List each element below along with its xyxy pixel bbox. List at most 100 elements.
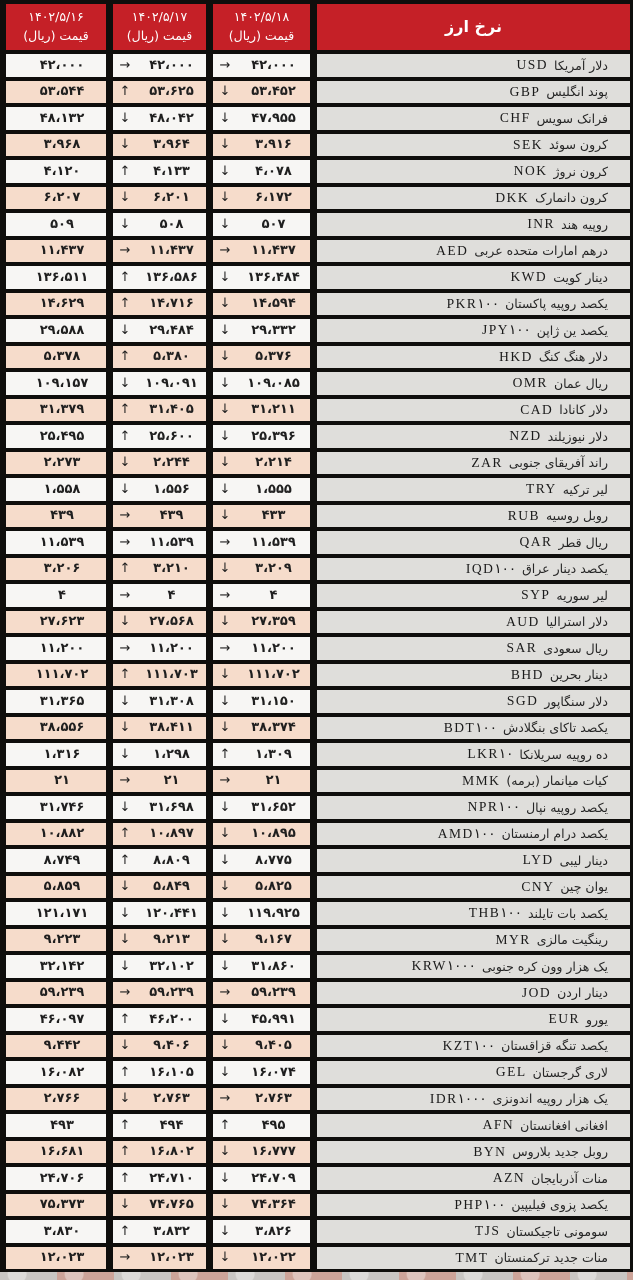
price-value: ۵۳،۴۵۲ [251,84,296,100]
price-cell-1402-5-18: ↓ ۵،۳۷۶ [213,345,310,368]
price-value: ۱۰۹،۱۵۷ [35,375,89,391]
price-value: ۲۷،۶۲۳ [39,614,85,630]
price-value: ۲۷،۵۶۸ [149,614,194,630]
price-cell-1402-5-17: ↓ ۱،۵۵۶ [113,478,206,501]
table-row: ۱۶،۰۸۲ ↑ ۱۶،۱۰۵ ↓ ۱۶،۰۷۴ GEL لاری گرجستا… [6,1061,630,1084]
price-cell-1402-5-18: ↓ ۸،۷۷۵ [213,849,310,872]
price-cell-1402-5-16: ۱۱،۵۳۹ [6,531,106,554]
trend-down-icon: ↓ [219,720,231,736]
trend-down-icon: ↓ [219,667,231,683]
price-value: ۱۲،۰۲۳ [39,1250,85,1266]
currency-code: HKD [499,348,533,364]
price-cell-1402-5-18: → ۱۱،۴۳۷ [213,239,310,262]
trend-up-icon: ↑ [219,746,231,762]
trend-up-icon: ↑ [119,428,131,444]
price-value: ۳۸،۵۵۶ [39,720,85,736]
price-value: ۱۱،۴۳۷ [149,243,194,259]
price-value: ۳،۲۰۹ [255,561,292,577]
currency-cell: AUD دلار استرالیا [317,610,630,633]
trend-up-icon: ↑ [119,269,131,285]
table-row: ۵،۸۵۹ ↓ ۵،۸۴۹ ↓ ۵،۸۲۵ CNY یوان چین [6,875,630,898]
trend-up-icon: ↑ [119,296,131,312]
currency-cell: SYP لیر سوریه [317,584,630,607]
currency-code: AZN [492,1170,526,1186]
trend-down-icon: ↓ [219,428,231,444]
price-value: ۴ [167,587,176,603]
trend-down-icon: ↓ [219,1064,231,1080]
price-cell-1402-5-18: → ۵۹،۲۳۹ [213,981,310,1004]
currency-cell: MYR رینگیت مالزی [317,928,630,951]
price-cell-1402-5-16: ۴۳۹ [6,504,106,527]
price-value: ۵،۳۸۰ [153,349,190,365]
price-cell-1402-5-16: ۵،۸۵۹ [6,875,106,898]
price-value: ۱۰،۸۹۷ [149,826,194,842]
price-value: ۳،۹۶۸ [43,137,81,153]
date-label: ۱۴۰۲/۵/۱۸ [233,9,290,25]
price-value: ۴۸،۱۳۲ [39,110,85,126]
currency-name: پوند انگلیس [546,84,608,100]
price-value: ۵،۳۷۸ [43,349,81,365]
price-cell-1402-5-16: ۱۶،۶۸۱ [6,1140,106,1163]
currency-name: لیر سوریه [556,587,608,603]
price-cell-1402-5-17: ↓ ۹،۴۰۶ [113,1034,206,1057]
trend-steady-icon: → [119,773,131,789]
price-value: ۱،۵۵۵ [255,481,292,497]
price-value: ۳۱،۳۶۵ [39,693,85,709]
table-row: ۴ → ۴ → ۴ SYP لیر سوریه [6,584,630,607]
trend-steady-icon: → [219,985,231,1001]
price-value: ۱۱،۵۳۹ [149,534,194,550]
price-value: ۳۲،۱۴۲ [39,958,85,974]
price-value: ۳۱،۳۷۹ [39,402,85,418]
price-cell-1402-5-17: → ۴ [113,584,206,607]
currency-cell: NPR۱۰۰ یکصد روپیه نپال [317,796,630,819]
currency-cell: SAR ریال سعودی [317,637,630,660]
currency-name: یوان چین [560,879,608,895]
trend-steady-icon: → [219,243,231,259]
trend-down-icon: ↓ [219,1011,231,1027]
price-cell-1402-5-16: ۲۱ [6,769,106,792]
currency-code: SYP [521,587,551,603]
currency-cell: TJS سومونی تاجیکستان [317,1220,630,1243]
currency-code: TMT [455,1249,489,1265]
trend-down-icon: ↓ [219,932,231,948]
table-row: ۵،۳۷۸ ↑ ۵،۳۸۰ ↓ ۵،۳۷۶ HKD دلار هنگ کنگ [6,345,630,368]
price-value: ۳،۲۰۶ [43,561,81,577]
table-row: ۷۵،۳۷۳ ↓ ۷۴،۷۶۵ ↓ ۷۴،۳۶۴ PHP۱۰۰ یکصد پزو… [6,1193,630,1216]
price-value: ۳۲،۱۰۲ [149,958,194,974]
price-cell-1402-5-17: ↑ ۱۰،۸۹۷ [113,822,206,845]
table-row: ۵۹،۲۳۹ → ۵۹،۲۳۹ → ۵۹،۲۳۹ JOD دینار اردن [6,981,630,1004]
trend-up-icon: ↑ [119,667,131,683]
price-cell-1402-5-17: → ۲۱ [113,769,206,792]
price-cell-1402-5-16: ۷۵،۳۷۳ [6,1193,106,1216]
currency-name: منات آذربایجان [531,1170,608,1186]
currency-cell: AED درهم امارات متحده عربی [317,239,630,262]
table-row: ۱،۳۱۶ ↓ ۱،۲۹۸ ↑ ۱،۳۰۹ LKR۱۰ ده روپیه سری… [6,743,630,766]
currency-code: QAR [519,534,553,550]
table-row: ۱۴،۶۲۹ ↑ ۱۴،۷۱۶ ↓ ۱۴،۵۹۴ PKR۱۰۰ یکصد روپ… [6,292,630,315]
currency-name: یکصد روپیه نپال [526,799,608,815]
price-cell-1402-5-16: ۴۸،۱۳۲ [6,107,106,130]
trend-down-icon: ↓ [219,1038,231,1054]
price-cell-1402-5-16: ۸،۷۴۹ [6,849,106,872]
currency-name: دینار کویت [553,269,608,285]
price-value: ۴ [269,587,278,603]
trend-steady-icon: → [219,57,231,73]
currency-name: کرون سوئد [548,137,608,153]
trend-down-icon: ↓ [119,216,131,232]
price-value: ۱۰،۸۸۲ [39,826,85,842]
price-value: ۴،۰۷۸ [255,163,292,179]
price-value: ۱۲،۰۲۲ [251,1250,296,1266]
currency-cell: CNY یوان چین [317,875,630,898]
table-row: ۳،۲۰۶ ↑ ۳،۲۱۰ ↓ ۳،۲۰۹ IQD۱۰۰ یکصد دینار … [6,557,630,580]
price-value: ۵۳،۶۲۵ [149,84,194,100]
price-cell-1402-5-17: → ۴۲،۰۰۰ [113,54,206,77]
price-cell-1402-5-17: ↓ ۳۲،۱۰۲ [113,955,206,978]
table-row: ۱۱،۵۳۹ → ۱۱،۵۳۹ → ۱۱،۵۳۹ QAR ریال قطر [6,531,630,554]
currency-name: یکصد بات تایلند [527,905,608,921]
price-value: ۱۱۱،۷۰۲ [247,667,300,683]
price-cell-1402-5-17: ↑ ۴۹۴ [113,1114,206,1137]
currency-name: فرانک سویس [536,110,608,126]
trend-steady-icon: → [219,1091,231,1107]
price-value: ۵۰۸ [159,216,184,232]
price-cell-1402-5-17: ↓ ۱۰۹،۰۹۱ [113,372,206,395]
